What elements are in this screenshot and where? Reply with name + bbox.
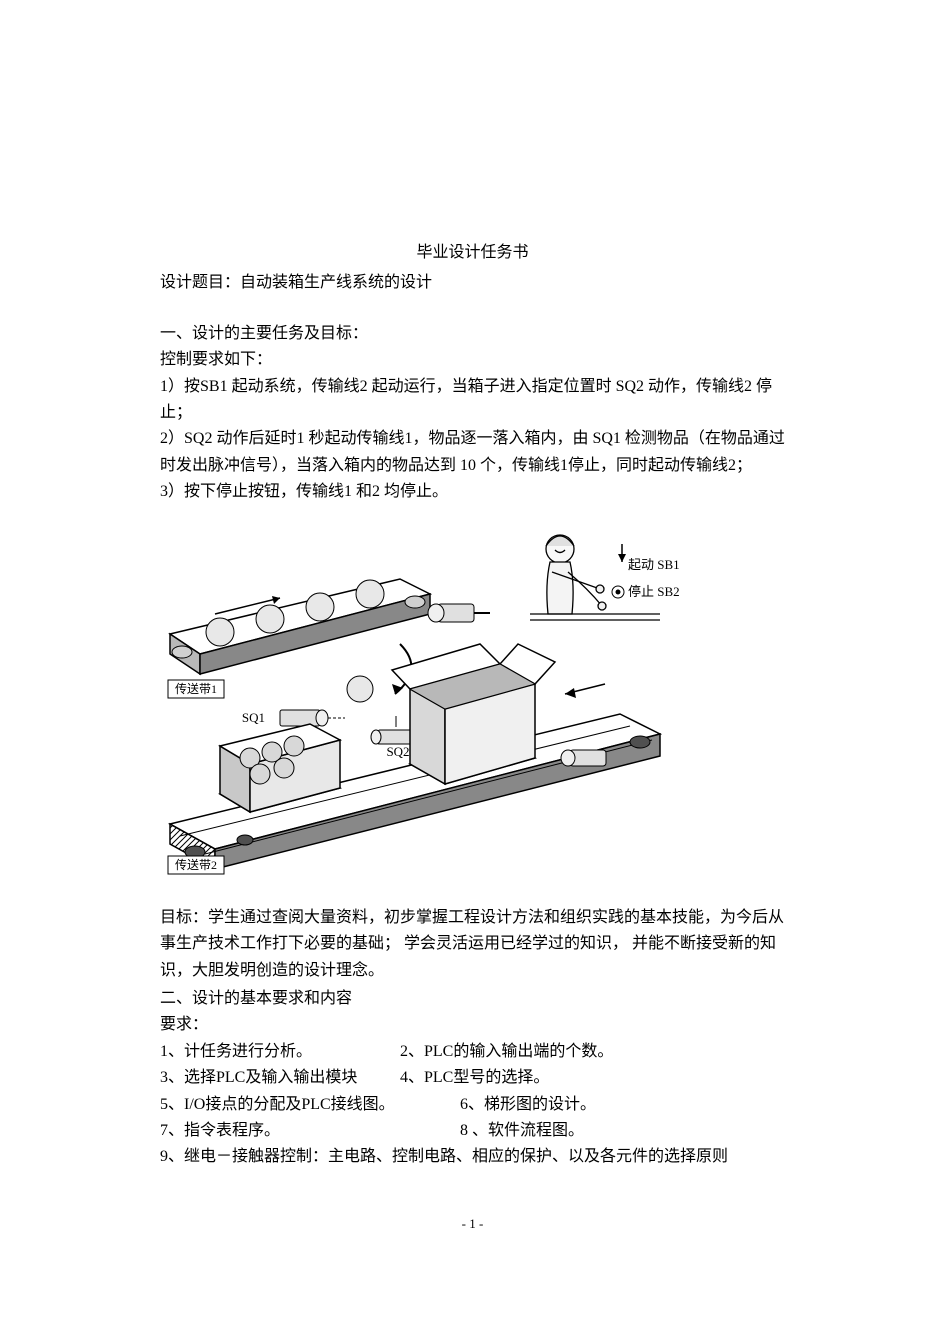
- control-requirements-label: 控制要求如下：: [160, 347, 785, 373]
- conveyor-belt-1: 传送带1: [168, 579, 430, 698]
- start-button-label: 起动 SB1: [628, 557, 680, 572]
- section-1-heading: 一、设计的主要任务及目标：: [160, 321, 785, 347]
- content-item-8: 8 、软件流程图。: [460, 1118, 785, 1144]
- page-number: - 1 -: [0, 1216, 945, 1232]
- design-topic: 设计题目：自动装箱生产线系统的设计: [160, 270, 785, 296]
- requirements-label: 要求：: [160, 1012, 785, 1038]
- content-item-4: 4、PLC型号的选择。: [400, 1065, 785, 1091]
- sq2-label: SQ2: [386, 744, 409, 759]
- belt1-label: 传送带1: [175, 681, 217, 696]
- belt2-label: 传送带2: [175, 857, 217, 872]
- requirement-2: 2）SQ2 动作后延时1 秒起动传输线1，物品逐一落入箱内，由 SQ1 检测物品…: [160, 426, 785, 479]
- requirement-3: 3）按下停止按钮，传输线1 和2 均停止。: [160, 479, 785, 505]
- content-item-3: 3、选择PLC及输入输出模块: [160, 1065, 400, 1091]
- actuator-top: [428, 604, 490, 622]
- requirement-1: 1）按SB1 起动系统，传输线2 起动运行，当箱子进入指定位置时 SQ2 动作，…: [160, 374, 785, 427]
- content-item-2: 2、PLC的输入输出端的个数。: [400, 1039, 785, 1065]
- content-item-7: 7、指令表程序。: [160, 1118, 460, 1144]
- content-item-1: 1、计任务进行分析。: [160, 1039, 400, 1065]
- content-item-9: 9、继电－接触器控制：主电路、控制电路、相应的保护、以及各元件的选择原则: [160, 1144, 785, 1170]
- conveyor-diagram: 传送带1 SQ1 SQ2: [160, 514, 680, 884]
- sq1-sensor: SQ1: [242, 710, 345, 726]
- goal-text: 目标：学生通过查阅大量资料，初步掌握工程设计方法和组织实践的基本技能，为今后从事…: [160, 905, 785, 984]
- actuator-bottom: [561, 750, 606, 766]
- section-2-heading: 二、设计的基本要求和内容: [160, 986, 785, 1012]
- stop-button-label: 停止 SB2: [628, 584, 680, 599]
- document-title: 毕业设计任务书: [160, 240, 785, 266]
- sq1-label: SQ1: [242, 710, 265, 725]
- operator-person: [530, 535, 660, 620]
- content-list: 1、计任务进行分析。 2、PLC的输入输出端的个数。 3、选择PLC及输入输出模…: [160, 1039, 785, 1171]
- content-item-6: 6、梯形图的设计。: [460, 1092, 785, 1118]
- control-panel: 起动 SB1 停止 SB2: [612, 544, 680, 599]
- content-item-5: 5、I/O接点的分配及PLC接线图。: [160, 1092, 460, 1118]
